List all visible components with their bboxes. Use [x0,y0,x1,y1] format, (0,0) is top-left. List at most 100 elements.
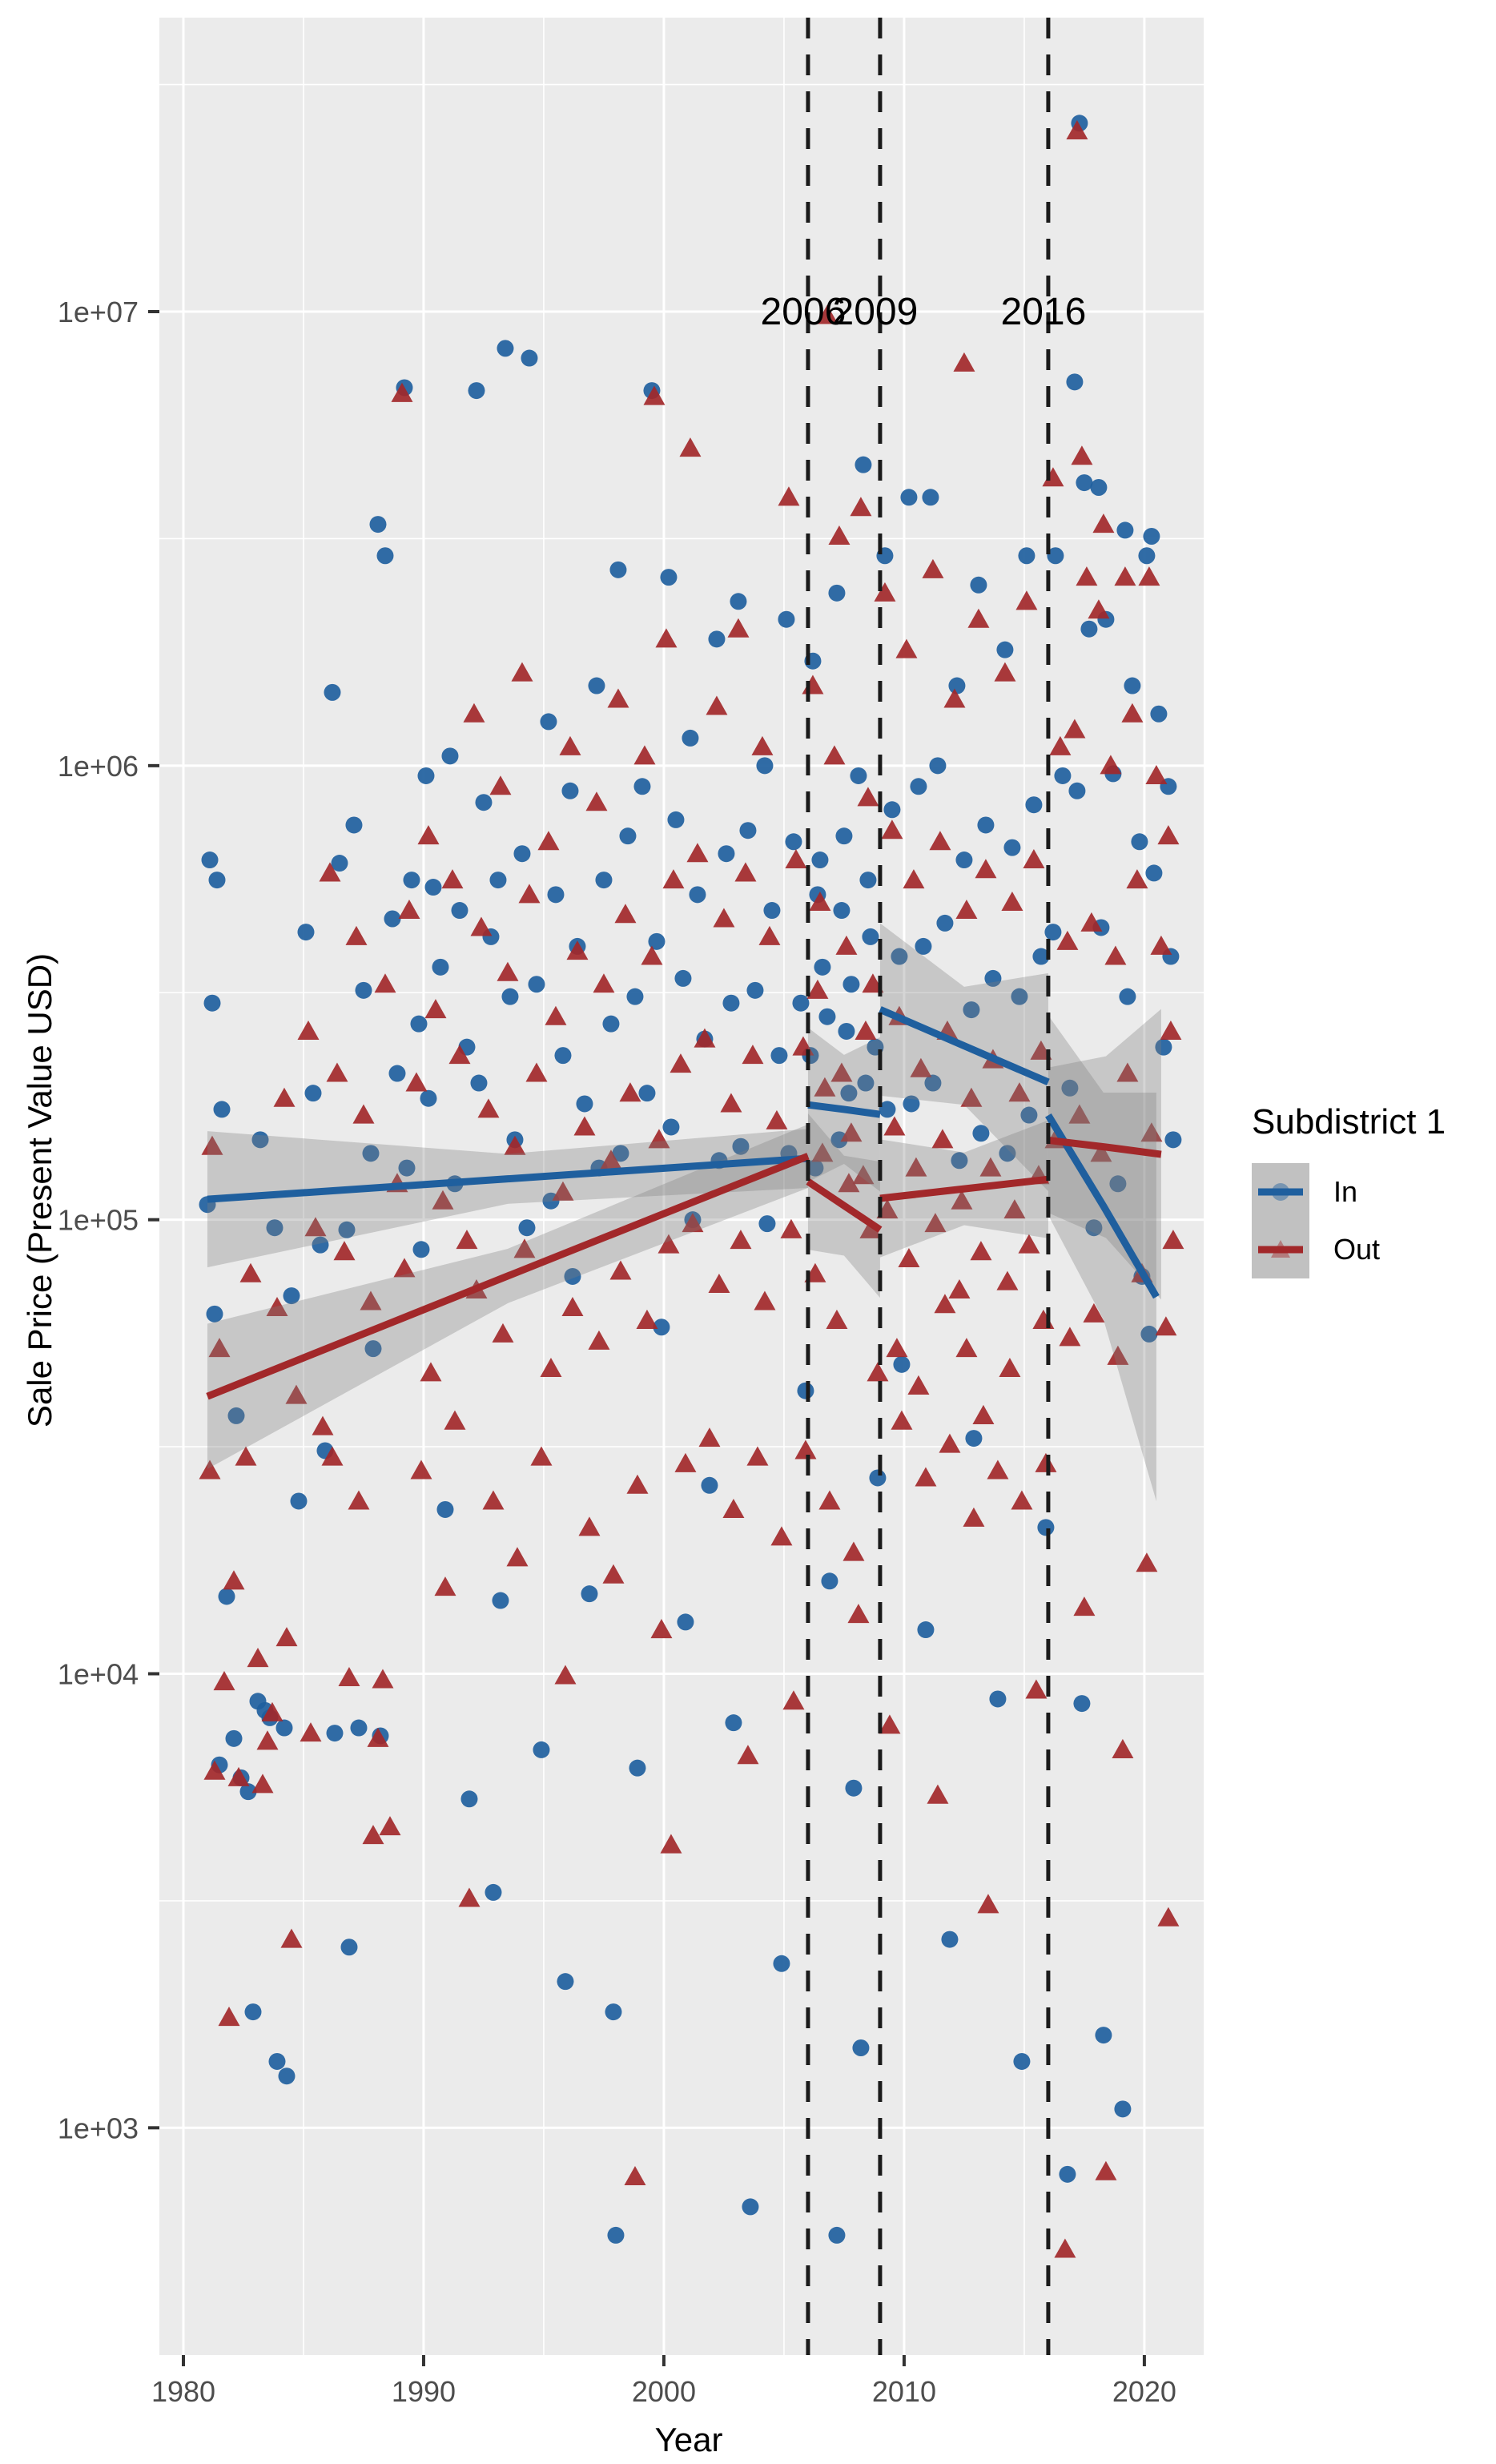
data-point-out [588,1330,610,1350]
data-point-in [533,1741,550,1758]
data-point-out [593,973,615,993]
legend-label-in: In [1333,1175,1358,1208]
data-point-in [424,879,442,896]
data-point-out [504,1135,526,1155]
data-point-in [1011,988,1028,1005]
data-point-in [417,767,435,784]
data-point-out [448,1045,471,1065]
data-point-in [1150,705,1168,723]
data-point-out [607,688,629,708]
data-point-in [1047,547,1064,565]
data-point-in [891,948,908,965]
data-point-in [828,584,846,602]
data-point-out [915,1467,937,1487]
data-point-in [489,872,507,889]
data-point-in [835,827,853,845]
data-point-in [770,1047,788,1065]
data-point-in [821,1572,838,1590]
data-point-out [859,1218,882,1238]
data-point-in [528,976,545,993]
data-point-in [1032,948,1050,965]
data-point-in [561,782,579,799]
data-point-out [903,869,925,889]
data-point-out [360,1290,382,1311]
data-point-in [828,2226,846,2244]
data-point-in [989,1690,1007,1708]
data-point-in [266,1219,284,1237]
data-point-in [412,1241,430,1258]
data-point-in [324,683,341,701]
data-point-in [746,981,764,999]
data-point-out [1054,2238,1076,2258]
data-point-in [1066,373,1084,391]
data-point-in [1090,478,1108,496]
data-point-in [602,1015,620,1033]
data-point-in [730,593,747,610]
data-point-out [458,1887,481,1907]
data-point-out [826,1309,848,1329]
legend-key-icon [1258,1183,1303,1201]
data-point-in [845,1779,863,1797]
data-point-out [545,1005,567,1025]
trend-line-in [207,1154,809,1203]
data-point-out [898,1248,920,1268]
data-point-out [922,558,944,578]
data-point-in [833,902,851,920]
data-point-out [506,1547,529,1567]
data-point-in [763,902,781,920]
data-point-out [951,1190,973,1210]
data-point-out [828,525,851,546]
data-point-in [208,872,226,889]
data-point-out [345,925,368,945]
data-point-in [312,1236,329,1254]
data-point-out [213,1671,235,1691]
data-point-out [855,1020,877,1040]
data-point-out [975,859,997,879]
data-point-out [424,999,447,1019]
data-point-out [850,497,872,517]
data-point-out [609,1260,632,1280]
data-point-out [737,1745,759,1765]
vline-label-2006: 2006 [760,291,847,333]
data-point-out [1116,1062,1139,1082]
data-point-in [376,547,394,565]
data-point-out [367,1727,389,1747]
data-point-out [1114,566,1136,586]
data-point-in [857,1074,875,1092]
data-point-in [708,630,726,648]
data-point-out [814,1077,836,1097]
data-point-out [312,1415,334,1435]
data-point-out [319,862,341,882]
data-point-in [554,1047,572,1065]
data-point-out [530,1446,553,1466]
data-point-out [1018,1234,1040,1254]
data-point-out [199,1459,221,1480]
vline-label-2016: 2016 [1000,291,1087,333]
data-point-out [794,1439,817,1459]
data-point-out [648,1129,670,1149]
data-point-in [432,958,449,976]
data-point-in [290,1492,308,1510]
data-point-in [355,981,372,999]
data-point-in [619,827,637,845]
data-point-out [554,1665,577,1685]
data-point-out [979,1157,1002,1177]
data-point-out [1049,735,1072,755]
data-point-out [489,775,512,795]
data-point-out [470,916,493,936]
data-point-out [785,849,807,869]
data-point-in [922,489,939,506]
data-point-out [883,1116,906,1136]
data-point-out [1083,1302,1105,1323]
data-point-in [607,2226,625,2244]
data-point-in [326,1725,344,1742]
data-point-in [629,1759,646,1777]
data-point-out [477,1098,500,1118]
data-point-in [460,1790,478,1808]
data-point-out [410,1459,432,1480]
data-point-out [881,819,903,839]
data-point-in [732,1137,750,1155]
data-point-out [770,1526,793,1546]
data-point-out [1068,1104,1091,1124]
data-point-in [1003,839,1021,856]
